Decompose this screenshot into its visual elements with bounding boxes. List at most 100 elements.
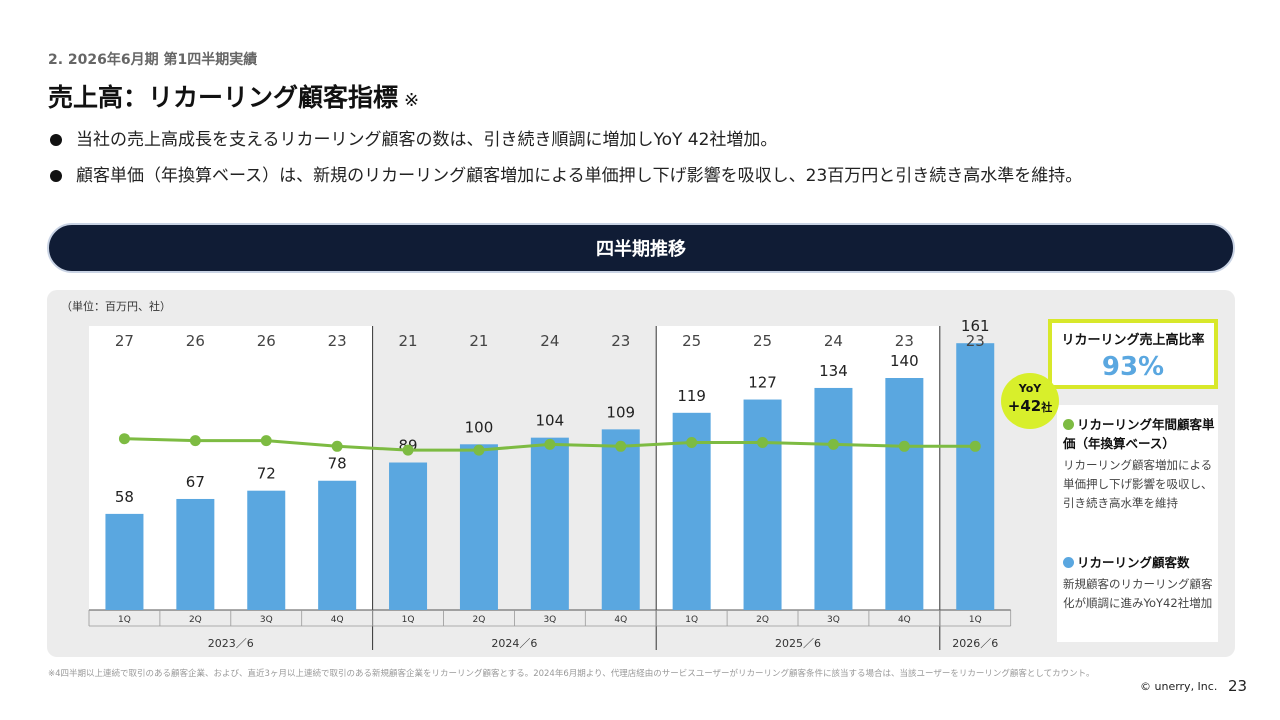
section-header: 四半期推移 [47,223,1235,273]
line-value-label: 27 [115,332,134,350]
bar-value-label: 100 [465,418,494,436]
bar [814,387,853,610]
x-tick-label: 1Q [402,615,415,625]
bar-value-label: 140 [890,352,919,370]
group-label: 2024／6 [491,637,537,650]
line-value-label: 23 [966,332,985,350]
bar [885,378,924,610]
bullet-text: 顧客単価（年換算ベース）は、新規のリカーリング顧客増加による単価押し下げ影響を吸… [76,166,1083,186]
bar-value-label: 104 [536,412,565,430]
line-point [118,433,130,445]
chart-panel: （単位：百万円、社） 2023／6 2024／6 2025／6 2026／6 58 1Q 67… [47,290,1235,657]
line-point [402,444,414,456]
bullet-dot-icon [50,134,62,146]
x-tick-label: 2Q [756,615,769,625]
line-point [331,440,343,452]
legend-customers-desc: 新規顧客のリカーリング顧客化が順調に進みYoY42社増加 [1063,577,1213,610]
yoy-badge-label: YoY [1018,382,1042,395]
page-title-note: ※ [404,90,420,111]
kpi-value: 93% [1101,352,1165,382]
line-value-label: 23 [611,332,630,350]
bar-value-label: 119 [677,387,706,405]
legend-panel: リカーリング年間顧客単価（年換算ベース） リカーリング顧客増加による単価押し下げ… [1057,405,1218,642]
bar-value-label: 58 [115,488,134,506]
x-tick-label: 3Q [543,615,556,625]
x-tick-label: 1Q [685,615,698,625]
bar [601,429,640,610]
line-value-label: 24 [540,332,559,350]
line-point [757,437,769,448]
group-label: 2026／6 [952,637,998,650]
legend-customers: リカーリング顧客数 新規顧客のリカーリング顧客化が順調に進みYoY42社増加 [1063,553,1215,613]
breadcrumb: 2. 2026年6月期 第1四半期実績 [48,52,258,68]
legend-unit-price: リカーリング年間顧客単価（年換算ベース） リカーリング顧客増加による単価押し下げ… [1063,415,1215,513]
x-tick-label: 1Q [969,615,982,625]
line-point [827,438,839,450]
legend-bar-dot-icon [1063,557,1074,568]
bar [176,498,215,610]
line-value-label: 23 [328,332,347,350]
bullet-text: 当社の売上高成長を支えるリカーリング顧客の数は、引き続き順調に増加しYoY 42… [76,130,778,150]
kpi-label: リカーリング売上高比率 [1061,333,1205,348]
page-title-text: 売上高：リカーリング顧客指標 [48,83,399,112]
line-point [615,440,627,452]
line-point [260,435,272,447]
bar-value-label: 109 [606,403,635,421]
bar-value-label: 134 [819,362,848,380]
bullet-item: 顧客単価（年換算ベース）は、新規のリカーリング顧客増加による単価押し下げ影響を吸… [50,165,1250,187]
x-tick-label: 4Q [614,615,627,625]
bar [105,513,144,610]
copyright: © unerry, Inc. [1140,680,1218,693]
yoy-badge: YoY +42社 [1001,373,1059,429]
quarterly-chart: （単位：百万円、社） 2023／6 2024／6 2025／6 2026／6 58 1Q 67… [61,299,1012,650]
x-tick-label: 2Q [189,615,202,625]
x-tick-label: 4Q [898,615,911,625]
page-title: 売上高：リカーリング顧客指標 ※ [48,78,419,114]
line-point [898,440,910,452]
bar [318,480,357,610]
legend-line-dot-icon [1063,419,1074,430]
bar [389,462,428,610]
bar-value-label: 127 [748,374,777,392]
unit-label: （単位：百万円、社） [61,299,171,313]
line-point [189,435,201,447]
x-tick-label: 3Q [827,615,840,625]
line-value-label: 21 [469,332,488,350]
bar-value-label: 78 [328,455,347,473]
bar [743,399,782,610]
bullet-dot-icon [50,170,62,182]
bar [459,444,498,610]
line-point [473,444,485,456]
footnote: ※4四半期以上連続で取引のある顧客企業、および、直近3ヶ月以上連続で取引のある新… [48,669,1095,679]
line-value-label: 24 [824,332,843,350]
x-tick-label: 2Q [473,615,486,625]
line-value-label: 21 [399,332,418,350]
bar-value-label: 161 [961,317,990,335]
kpi-box: リカーリング売上高比率 93% [1048,319,1218,389]
yoy-badge-unit: 社 [1041,401,1053,414]
group-label: 2025／6 [775,637,821,650]
bullet-item: 当社の売上高成長を支えるリカーリング顧客の数は、引き続き順調に増加しYoY 42… [50,129,1250,151]
x-tick-label: 4Q [331,615,344,625]
line-value-label: 25 [753,332,772,350]
section-title: 四半期推移 [596,239,686,260]
line-point [969,440,981,452]
legend-unit-price-title: リカーリング年間顧客単価（年換算ベース） [1063,417,1215,451]
line-value-label: 23 [895,332,914,350]
page-number: 23 [1228,677,1248,695]
x-tick-label: 3Q [260,615,273,625]
line-point [686,437,698,448]
legend-customers-title: リカーリング顧客数 [1077,555,1190,570]
bullet-list: 当社の売上高成長を支えるリカーリング顧客の数は、引き続き順調に増加しYoY 42… [50,129,1250,201]
x-tick-label: 1Q [118,615,131,625]
bar-value-label: 67 [186,473,205,491]
line-value-label: 26 [186,332,205,350]
group-label: 2023／6 [208,637,254,650]
line-value-label: 25 [682,332,701,350]
line-value-label: 26 [257,332,276,350]
bar [247,490,286,610]
bar [956,343,995,610]
bar [530,437,569,610]
line-point [544,438,556,450]
yoy-badge-value: +42 [1007,397,1042,415]
